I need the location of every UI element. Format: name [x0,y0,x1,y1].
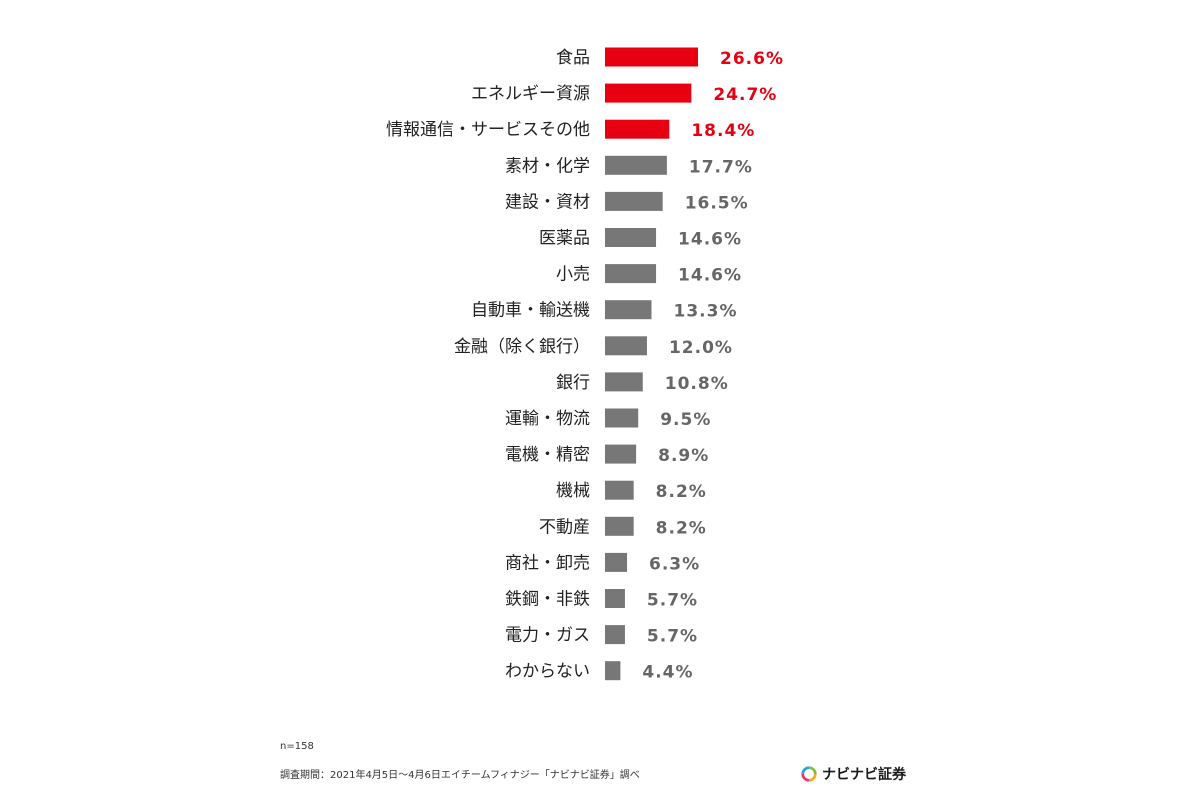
category-label: 鉄鋼・非鉄 [505,590,590,610]
value-label: 16.5% [685,193,749,213]
bar [605,661,621,681]
value-label: 13.3% [674,302,738,322]
value-label: 4.4% [642,663,693,683]
category-label: 機械 [556,481,590,501]
value-label: 5.7% [647,591,698,611]
survey-period-note: 調査期間：2021年4月5日〜4月6日エイチームフィナジー「ナビナビ証券」調べ [280,770,640,781]
bar [605,589,625,608]
value-label: 26.6% [720,49,784,69]
category-label: 銀行 [556,373,590,393]
bar [605,155,667,175]
value-label: 18.4% [691,121,755,141]
brand-name: ナビナビ証券 [822,767,906,783]
bar [605,408,639,428]
value-label: 6.3% [649,554,700,574]
category-label: 情報通信・サービスその他 [386,120,590,140]
value-label: 5.7% [647,627,698,647]
bar [605,336,647,356]
category-label: 金融（除く銀行） [454,337,590,357]
bar [605,83,692,103]
category-label: 建設・資材 [505,192,590,212]
value-label: 8.2% [656,482,707,502]
value-label: 8.2% [656,518,707,538]
bar [605,264,657,284]
category-label: 商社・卸売 [505,553,590,573]
category-label: 自動車・輸送機 [471,301,590,321]
value-label: 10.8% [665,374,729,394]
category-label: 素材・化学 [505,156,590,176]
bar [605,480,634,500]
category-label: エネルギー資源 [471,84,590,104]
sample-size-note: n=158 [280,741,314,752]
category-label: 運輸・物流 [505,409,590,429]
bar [605,300,652,320]
bar [605,516,634,536]
category-label: 小売 [556,265,590,285]
value-label: 12.0% [669,338,733,358]
value-label: 14.6% [678,230,742,250]
bar [605,372,643,392]
value-label: 8.9% [658,446,709,466]
bar [605,552,628,572]
bar [605,228,657,247]
category-label: 不動産 [539,517,590,537]
navinavi-ring-logo-icon [801,766,817,782]
bar [605,625,625,645]
category-label: わからない [505,662,590,682]
value-label: 17.7% [689,157,753,177]
category-label: 医薬品 [539,229,590,249]
bar [605,119,670,139]
category-label: 食品 [556,48,590,68]
brand-logo: ナビナビ証券 [800,763,906,785]
category-label: 電力・ガス [505,626,590,646]
value-label: 24.7% [713,85,777,105]
bar [605,191,663,211]
bar [605,444,637,464]
value-label: 9.5% [660,410,711,430]
value-label: 14.6% [678,266,742,286]
category-label: 電機・精密 [505,445,590,465]
bar [605,47,698,67]
